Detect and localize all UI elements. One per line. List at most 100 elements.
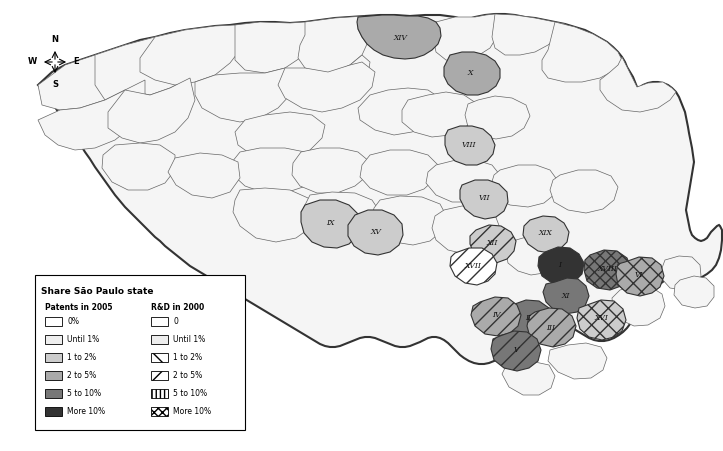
Polygon shape xyxy=(550,170,618,213)
Polygon shape xyxy=(298,55,370,100)
Bar xyxy=(45,335,62,344)
Text: 2 to 5%: 2 to 5% xyxy=(67,371,96,380)
Text: XV: XV xyxy=(371,228,382,236)
Polygon shape xyxy=(195,68,295,122)
Text: X: X xyxy=(467,69,473,77)
Polygon shape xyxy=(38,14,722,364)
Polygon shape xyxy=(450,248,497,285)
Text: S: S xyxy=(52,80,58,89)
Text: 1 to 2%: 1 to 2% xyxy=(67,353,96,362)
Polygon shape xyxy=(232,148,318,193)
Text: XVIII: XVIII xyxy=(597,265,617,273)
Polygon shape xyxy=(600,57,676,112)
Text: More 10%: More 10% xyxy=(67,407,105,416)
Text: E: E xyxy=(73,57,79,66)
Polygon shape xyxy=(233,188,315,242)
Polygon shape xyxy=(491,331,541,371)
Polygon shape xyxy=(108,78,195,143)
Polygon shape xyxy=(542,22,622,82)
Polygon shape xyxy=(95,28,215,100)
Polygon shape xyxy=(168,153,240,198)
Polygon shape xyxy=(502,362,555,395)
Polygon shape xyxy=(616,257,664,296)
Text: VII: VII xyxy=(478,194,489,202)
Polygon shape xyxy=(612,286,665,326)
Bar xyxy=(35,275,245,430)
Polygon shape xyxy=(360,150,438,195)
Polygon shape xyxy=(278,62,375,112)
Bar xyxy=(45,317,62,326)
Text: VIII: VIII xyxy=(462,141,476,149)
Bar xyxy=(151,317,168,326)
Polygon shape xyxy=(527,308,576,347)
Text: I: I xyxy=(558,261,562,269)
Text: XIV: XIV xyxy=(393,34,407,42)
Text: XVII: XVII xyxy=(465,262,482,270)
Polygon shape xyxy=(444,52,500,95)
Text: 0%: 0% xyxy=(67,317,79,326)
Polygon shape xyxy=(434,14,500,62)
Bar xyxy=(45,389,62,398)
Text: More 10%: More 10% xyxy=(173,407,211,416)
Polygon shape xyxy=(506,236,558,275)
Text: 0: 0 xyxy=(173,317,178,326)
Polygon shape xyxy=(584,250,631,290)
Bar xyxy=(151,353,168,362)
Text: W: W xyxy=(27,57,37,66)
Polygon shape xyxy=(662,256,701,290)
Polygon shape xyxy=(426,160,500,202)
Text: V: V xyxy=(513,346,518,354)
Text: 2 to 5%: 2 to 5% xyxy=(173,371,202,380)
Polygon shape xyxy=(491,165,558,207)
Polygon shape xyxy=(492,14,565,55)
Polygon shape xyxy=(432,206,500,254)
Polygon shape xyxy=(460,180,508,219)
Text: II: II xyxy=(525,314,531,322)
Text: XIX: XIX xyxy=(538,229,552,237)
Text: 5 to 10%: 5 to 10% xyxy=(67,389,101,398)
Bar xyxy=(45,353,62,362)
Bar xyxy=(45,407,62,416)
Polygon shape xyxy=(523,216,569,253)
Polygon shape xyxy=(102,143,175,190)
Bar xyxy=(151,335,168,344)
Polygon shape xyxy=(301,200,361,248)
Text: Until 1%: Until 1% xyxy=(173,335,205,344)
Bar xyxy=(151,407,168,416)
Polygon shape xyxy=(674,276,714,308)
Polygon shape xyxy=(471,297,521,336)
Polygon shape xyxy=(402,92,476,137)
Bar xyxy=(45,371,62,380)
Polygon shape xyxy=(235,22,315,73)
Polygon shape xyxy=(298,16,367,75)
Text: VI: VI xyxy=(635,271,643,279)
Text: XII: XII xyxy=(487,239,497,247)
Polygon shape xyxy=(140,25,245,85)
Text: III: III xyxy=(547,324,555,332)
Polygon shape xyxy=(503,300,553,339)
Text: R&D in 2000: R&D in 2000 xyxy=(151,303,205,312)
Text: Patents in 2005: Patents in 2005 xyxy=(45,303,113,312)
Polygon shape xyxy=(543,278,589,314)
Polygon shape xyxy=(548,343,607,379)
Text: XI: XI xyxy=(562,292,570,300)
Polygon shape xyxy=(357,15,441,59)
Polygon shape xyxy=(348,210,403,255)
Text: IX: IX xyxy=(326,219,334,227)
Text: 5 to 10%: 5 to 10% xyxy=(173,389,207,398)
Polygon shape xyxy=(470,225,516,263)
Polygon shape xyxy=(38,37,170,110)
Polygon shape xyxy=(577,300,626,340)
Polygon shape xyxy=(235,112,325,160)
Bar xyxy=(151,389,168,398)
Polygon shape xyxy=(372,196,447,245)
Text: IV: IV xyxy=(492,311,500,319)
Polygon shape xyxy=(292,148,370,193)
Polygon shape xyxy=(538,247,584,285)
Polygon shape xyxy=(445,126,495,165)
Text: XVI: XVI xyxy=(594,314,608,322)
Polygon shape xyxy=(358,88,440,135)
Text: 1 to 2%: 1 to 2% xyxy=(173,353,202,362)
Text: Share São Paulo state: Share São Paulo state xyxy=(41,287,153,296)
Polygon shape xyxy=(38,80,145,150)
